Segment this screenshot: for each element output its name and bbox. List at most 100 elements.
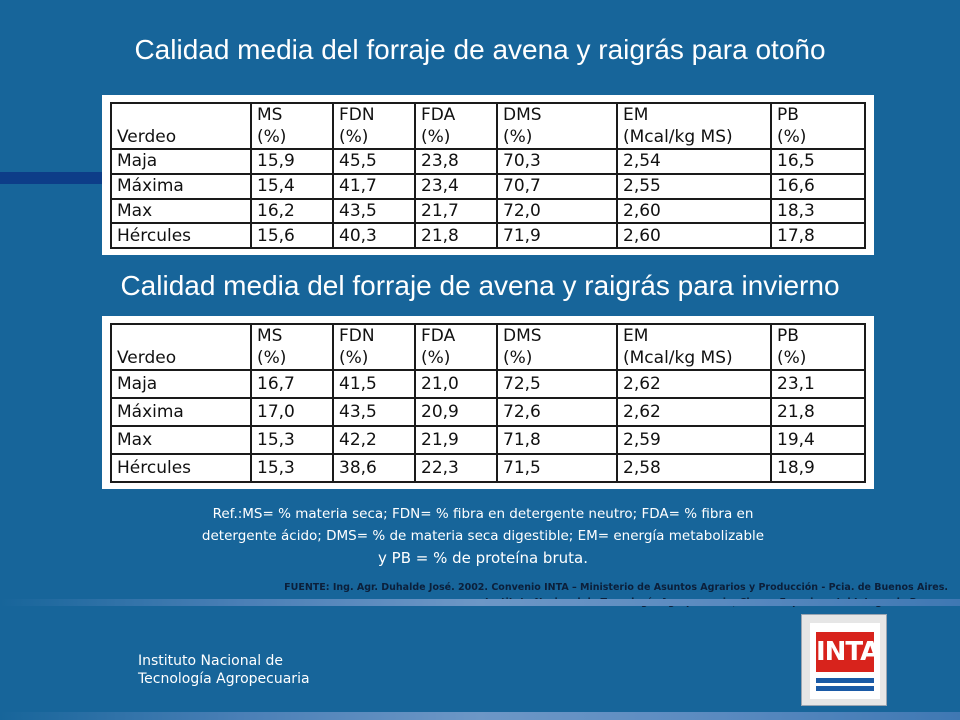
column-header-line: (%) <box>503 348 533 368</box>
reference-note-line3: y PB = % de proteína bruta. <box>378 549 588 567</box>
value-cell: 2,54 <box>616 148 772 175</box>
column-header-line: FDA <box>421 105 456 125</box>
value-cell: 45,5 <box>332 148 416 175</box>
column-header-line: FDA <box>421 326 456 346</box>
value-cell: 21,0 <box>414 369 498 399</box>
column-header: DMS (%) <box>496 102 618 150</box>
table-row: Máxima 17,0 43,5 20,9 72,6 2,62 21,8 <box>110 397 866 427</box>
value-cell: 18,3 <box>770 197 866 225</box>
value-cell: 71,8 <box>496 425 618 455</box>
variety-cell: Hércules <box>110 222 252 249</box>
logo-text: INTA <box>816 632 880 672</box>
column-header-line: Verdeo <box>117 348 177 368</box>
column-header: PB (%) <box>770 323 866 371</box>
column-header-line: FDN <box>339 326 375 346</box>
decorative-band-bottom <box>0 712 960 720</box>
organization-line2: Tecnología Agropecuaria <box>138 671 310 687</box>
value-cell: 70,7 <box>496 172 618 200</box>
value-cell: 2,62 <box>616 369 772 399</box>
value-cell: 21,9 <box>414 425 498 455</box>
column-header: DMS (%) <box>496 323 618 371</box>
slide-title-autumn: Calidad media del forraje de avena y rai… <box>134 34 826 65</box>
value-cell: 71,9 <box>496 222 618 249</box>
column-header-line <box>117 104 245 126</box>
value-cell: 21,8 <box>770 397 866 427</box>
value-cell: 15,3 <box>250 453 334 483</box>
column-header-line: (%) <box>339 348 369 368</box>
value-cell: 72,0 <box>496 197 618 225</box>
logo-inner: INTA <box>810 623 880 699</box>
variety-cell: Max <box>110 425 252 455</box>
column-header-line: DMS <box>503 105 542 125</box>
column-header: FDA (%) <box>414 323 498 371</box>
value-cell: 16,7 <box>250 369 334 399</box>
variety-cell: Máxima <box>110 172 252 200</box>
value-cell: 19,4 <box>770 425 866 455</box>
variety-cell: Maja <box>110 369 252 399</box>
column-header-line: MS <box>257 105 283 125</box>
table-autumn: Verdeo MS (%) FDN (%) FDA (%) DMS (%) EM (Mcal/kg … <box>110 102 866 249</box>
source-line1: FUENTE: Ing. Agr. Duhalde José. 2002. Co… <box>284 582 948 593</box>
value-cell: 18,9 <box>770 453 866 483</box>
column-header-line: (Mcal/kg MS) <box>623 127 733 147</box>
table-header-row: Verdeo MS (%) FDN (%) FDA (%) DMS (%) EM (Mcal/kg … <box>110 323 866 371</box>
value-cell: 2,55 <box>616 172 772 200</box>
value-cell: 2,62 <box>616 397 772 427</box>
table-row: Max 15,3 42,2 21,9 71,8 2,59 19,4 <box>110 425 866 455</box>
column-header-line: PB <box>777 326 799 346</box>
value-cell: 41,7 <box>332 172 416 200</box>
value-cell: 16,5 <box>770 148 866 175</box>
table-row: Hércules 15,6 40,3 21,8 71,9 2,60 17,8 <box>110 222 866 249</box>
value-cell: 21,7 <box>414 197 498 225</box>
reference-note-line1: Ref.:MS= % materia seca; FDN= % fibra en… <box>212 506 754 522</box>
column-header-line: (%) <box>421 127 451 147</box>
column-header-line: (%) <box>777 127 807 147</box>
value-cell: 22,3 <box>414 453 498 483</box>
table-header-row: Verdeo MS (%) FDN (%) FDA (%) DMS (%) EM (Mcal/kg … <box>110 102 866 150</box>
value-cell: 23,4 <box>414 172 498 200</box>
value-cell: 38,6 <box>332 453 416 483</box>
value-cell: 16,6 <box>770 172 866 200</box>
column-header-line: (%) <box>777 348 807 368</box>
variety-cell: Máxima <box>110 397 252 427</box>
value-cell: 23,1 <box>770 369 866 399</box>
column-header: EM (Mcal/kg MS) <box>616 102 772 150</box>
column-header-line: EM <box>623 326 649 346</box>
value-cell: 43,5 <box>332 397 416 427</box>
organization-line1: Instituto Nacional de <box>138 653 284 669</box>
variety-cell: Hércules <box>110 453 252 483</box>
value-cell: 72,6 <box>496 397 618 427</box>
value-cell: 15,4 <box>250 172 334 200</box>
value-cell: 23,8 <box>414 148 498 175</box>
table-row: Máxima 15,4 41,7 23,4 70,7 2,55 16,6 <box>110 172 866 200</box>
decorative-stripe <box>0 172 102 184</box>
column-header: FDN (%) <box>332 102 416 150</box>
value-cell: 20,9 <box>414 397 498 427</box>
value-cell: 15,9 <box>250 148 334 175</box>
column-header-line: DMS <box>503 326 542 346</box>
value-cell: 70,3 <box>496 148 618 175</box>
column-header: MS (%) <box>250 323 334 371</box>
column-header-line: Verdeo <box>117 127 177 147</box>
column-header: EM (Mcal/kg MS) <box>616 323 772 371</box>
table-row: Maja 15,9 45,5 23,8 70,3 2,54 16,5 <box>110 148 866 175</box>
value-cell: 15,6 <box>250 222 334 249</box>
column-header: PB (%) <box>770 102 866 150</box>
column-header-line: EM <box>623 105 649 125</box>
column-header-line: (%) <box>421 348 451 368</box>
value-cell: 42,2 <box>332 425 416 455</box>
variety-cell: Maja <box>110 148 252 175</box>
column-header: FDA (%) <box>414 102 498 150</box>
column-header-line: FDN <box>339 105 375 125</box>
value-cell: 71,5 <box>496 453 618 483</box>
value-cell: 41,5 <box>332 369 416 399</box>
table-winter: Verdeo MS (%) FDN (%) FDA (%) DMS (%) EM (Mcal/kg … <box>110 323 866 483</box>
decorative-band <box>0 599 960 606</box>
slide-title-winter: Calidad media del forraje de avena y rai… <box>120 270 840 301</box>
table-autumn-frame: Verdeo MS (%) FDN (%) FDA (%) DMS (%) EM (Mcal/kg … <box>102 95 874 255</box>
table-row: Maja 16,7 41,5 21,0 72,5 2,62 23,1 <box>110 369 866 399</box>
column-header: FDN (%) <box>332 323 416 371</box>
column-header: MS (%) <box>250 102 334 150</box>
column-header: Verdeo <box>110 323 252 371</box>
value-cell: 43,5 <box>332 197 416 225</box>
